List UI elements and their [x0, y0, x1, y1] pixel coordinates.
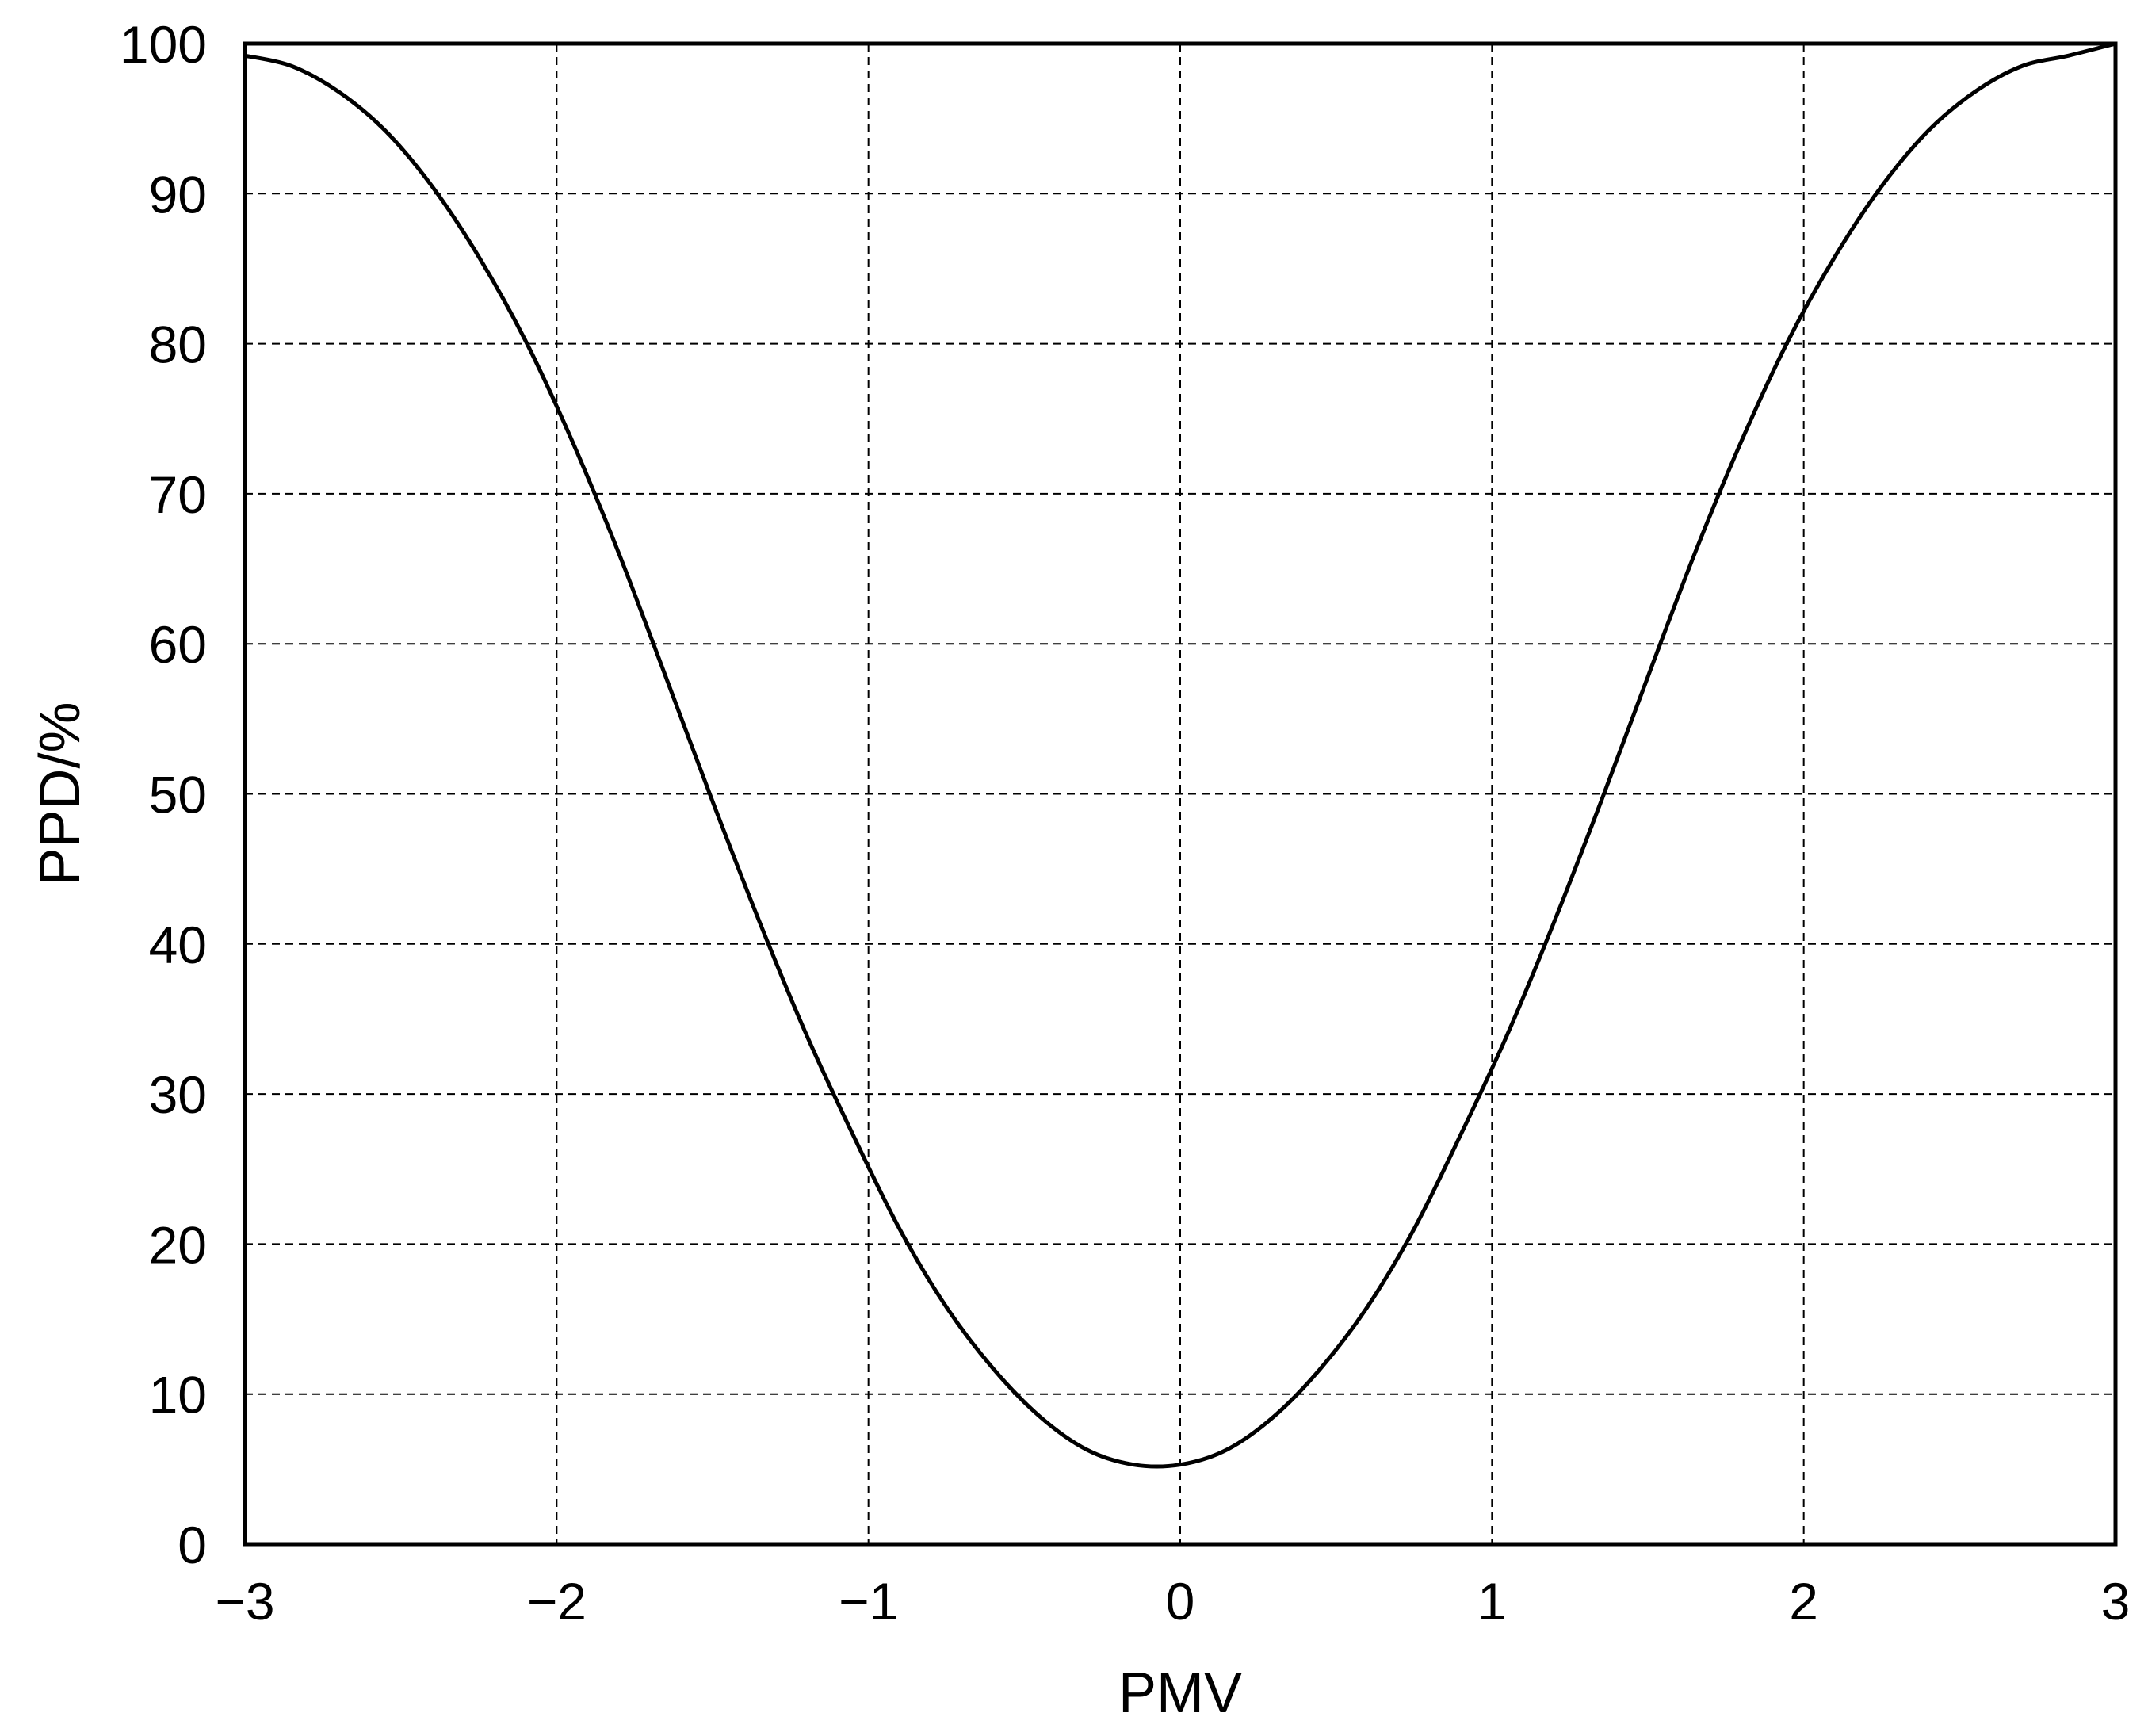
grid-lines [245, 44, 2116, 1544]
y-tick-label: 90 [149, 165, 207, 224]
y-tick-labels: 0 10 20 30 40 50 60 70 80 90 100 [120, 15, 207, 1574]
y-tick-label: 10 [149, 1366, 207, 1424]
y-tick-label: 20 [149, 1215, 207, 1274]
y-tick-label: 50 [149, 766, 207, 824]
series-group [243, 41, 2118, 1469]
y-tick-label: 60 [149, 615, 207, 674]
x-axis-title: PMV [1118, 1661, 1242, 1725]
ppd-series-line [243, 41, 2118, 1469]
x-tick-label: 3 [2101, 1572, 2131, 1631]
x-tick-label: 0 [1166, 1572, 1195, 1631]
x-tick-label: 2 [1789, 1572, 1818, 1631]
x-tick-label: −3 [215, 1572, 274, 1631]
x-tick-label: −2 [527, 1572, 587, 1631]
x-tick-label: −1 [839, 1572, 898, 1631]
plot-frame [243, 41, 2118, 1547]
y-tick-label: 80 [149, 315, 207, 374]
y-tick-label: 100 [120, 15, 207, 74]
y-tick-label: 70 [149, 465, 207, 524]
y-tick-label: 0 [178, 1516, 207, 1574]
y-tick-label: 40 [149, 916, 207, 974]
x-tick-labels: −3 −2 −1 0 1 2 3 [215, 1572, 2130, 1631]
y-tick-label: 30 [149, 1065, 207, 1124]
x-tick-label: 1 [1477, 1572, 1507, 1631]
y-axis-title: PPD/% [29, 702, 92, 885]
